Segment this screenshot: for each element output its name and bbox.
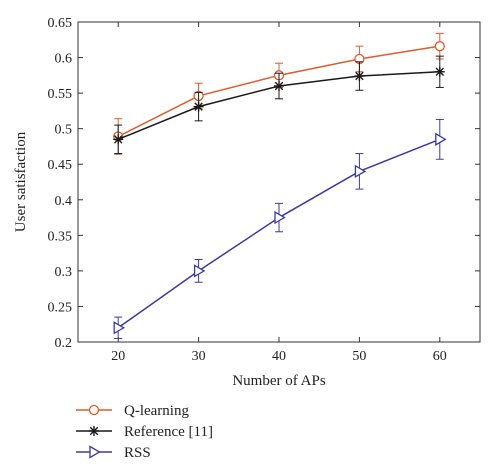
legend-marker xyxy=(89,445,101,459)
data-point xyxy=(354,71,365,82)
data-point xyxy=(193,264,206,278)
x-tick-label: 50 xyxy=(352,349,366,364)
data-point xyxy=(354,164,367,178)
x-tick-label: 20 xyxy=(111,349,125,364)
y-tick-label: 0.5 xyxy=(55,123,73,138)
legend-item: Reference [11] xyxy=(76,424,213,440)
data-point xyxy=(113,134,124,145)
asterisk-stroke xyxy=(355,71,364,81)
series-layer xyxy=(113,32,447,339)
legend: Q-learning Reference [11] RSS xyxy=(76,403,213,461)
x-axis-label: Number of APs xyxy=(232,373,325,389)
legend-item: RSS xyxy=(76,445,151,461)
x-tick-label: 30 xyxy=(192,349,206,364)
series-line xyxy=(117,138,441,329)
data-point xyxy=(435,132,447,146)
legend-label: Reference [11] xyxy=(124,424,213,440)
asterisk-stroke xyxy=(435,67,445,77)
y-axis-label: User satisfaction xyxy=(13,131,29,232)
data-point xyxy=(434,41,445,52)
y-tick-label: 0.6 xyxy=(55,52,73,67)
data-point xyxy=(434,66,445,77)
series-rss xyxy=(113,118,447,339)
asterisk-stroke xyxy=(194,102,203,111)
legend-label: Q-learning xyxy=(124,403,189,419)
y-tick-label: 0.35 xyxy=(48,229,73,244)
data-point xyxy=(193,101,204,112)
series-reference-11 xyxy=(113,55,445,155)
asterisk-stroke xyxy=(274,81,284,91)
data-point xyxy=(113,321,125,335)
x-axis: 20 30 40 50 60 xyxy=(111,22,447,364)
y-tick-label: 0.3 xyxy=(55,265,73,280)
data-point xyxy=(274,81,284,91)
asterisk-stroke xyxy=(113,135,123,144)
legend-marker xyxy=(89,426,99,436)
y-axis: 0.2 0.25 0.3 0.35 0.4 0.45 0.5 0.55 0.6 0.65 xyxy=(48,16,480,351)
legend-label: RSS xyxy=(124,445,151,461)
asterisk-stroke xyxy=(89,426,99,436)
y-tick-label: 0.25 xyxy=(48,300,73,315)
y-tick-label: 0.4 xyxy=(55,194,73,209)
x-tick-label: 40 xyxy=(272,349,286,364)
x-tick-label: 60 xyxy=(433,349,447,364)
legend-item: Q-learning xyxy=(76,403,189,419)
legend-marker xyxy=(88,404,100,416)
y-tick-label: 0.45 xyxy=(48,158,73,173)
y-tick-label: 0.55 xyxy=(48,87,73,102)
data-point xyxy=(274,210,286,225)
y-tick-label: 0.2 xyxy=(55,336,73,351)
y-tick-label: 0.65 xyxy=(48,16,73,31)
